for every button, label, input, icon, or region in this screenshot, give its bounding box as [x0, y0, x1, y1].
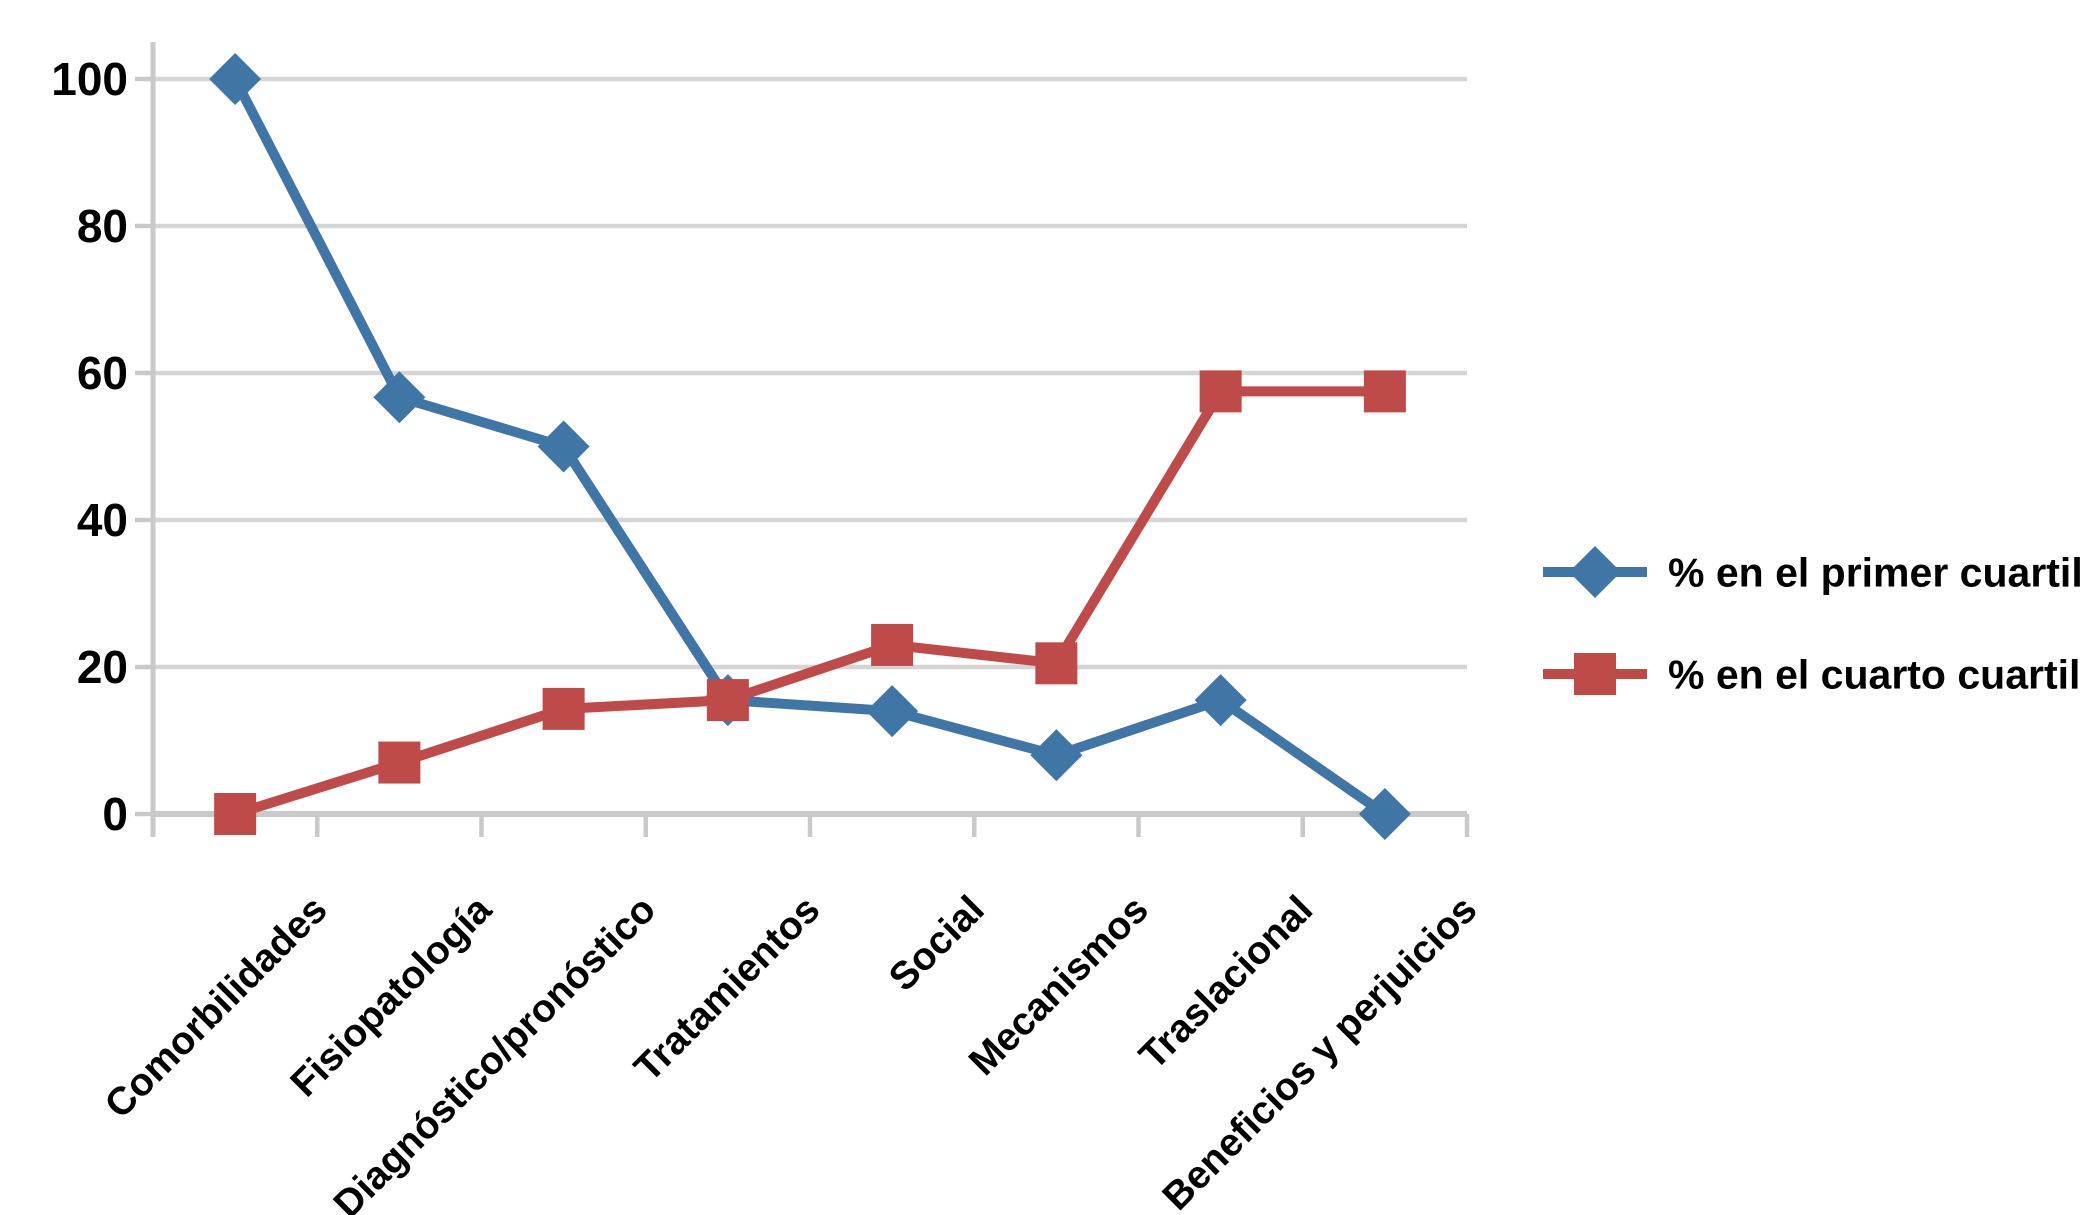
y-tick-label: 20 — [77, 641, 128, 693]
data-point — [1358, 788, 1411, 840]
legend-marker-square — [1574, 653, 1616, 695]
data-point — [542, 687, 585, 730]
data-point — [1194, 674, 1247, 727]
data-point — [866, 685, 919, 738]
series-line-2 — [230, 386, 1390, 819]
legend-label: % en el primer cuartil — [1668, 549, 2083, 595]
data-point — [1199, 370, 1242, 413]
data-point — [214, 793, 257, 835]
legend-label: % en el cuarto cuartil — [1668, 651, 2080, 697]
data-point — [1035, 642, 1078, 685]
data-point — [373, 371, 426, 424]
data-point — [1363, 370, 1406, 413]
y-tick-label: 80 — [77, 200, 128, 252]
y-tick-label: 100 — [51, 53, 128, 105]
data-point — [209, 53, 262, 105]
y-tick-label: 40 — [77, 494, 128, 546]
legend-marker-diamond — [1569, 546, 1621, 598]
data-point — [1030, 729, 1083, 782]
y-tick-label: 60 — [77, 347, 128, 399]
y-tick-label: 0 — [102, 788, 128, 840]
series-line-1 — [230, 74, 1390, 819]
data-point — [871, 623, 914, 666]
data-point — [378, 741, 421, 784]
data-point — [537, 420, 590, 473]
data-point — [706, 679, 749, 722]
